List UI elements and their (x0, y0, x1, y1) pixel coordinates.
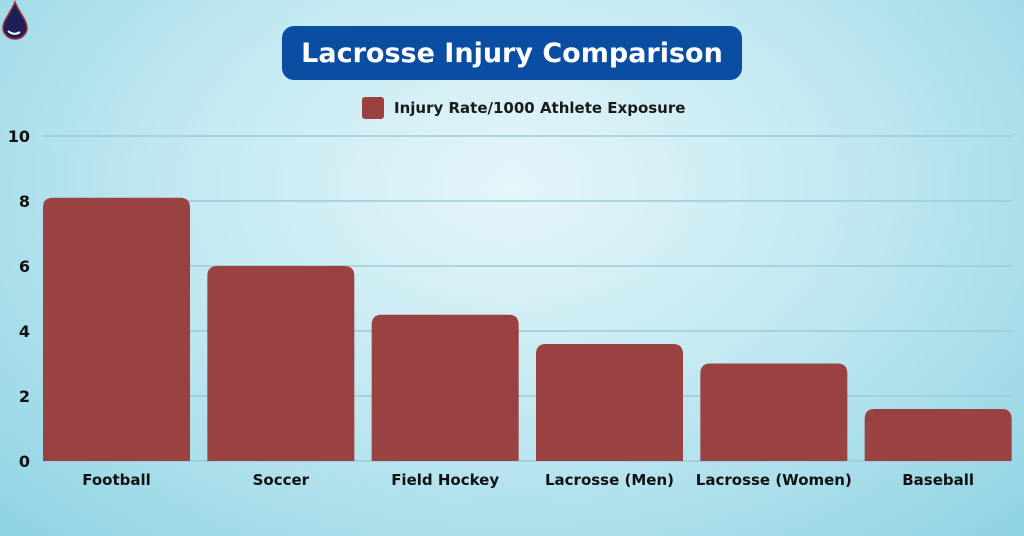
bar (864, 409, 1012, 461)
bar (371, 314, 519, 461)
y-tick-label: 4 (19, 322, 30, 341)
legend-label: Injury Rate/1000 Athlete Exposure (394, 99, 686, 117)
x-tick-label: Soccer (253, 471, 310, 489)
y-tick-label: 6 (19, 257, 30, 276)
bar (207, 266, 355, 461)
droplet-logo-icon (2, 0, 28, 40)
bar (700, 363, 848, 461)
chart-title: Lacrosse Injury Comparison (282, 26, 742, 80)
x-tick-label: Field Hockey (391, 471, 499, 489)
legend-swatch (362, 97, 384, 119)
bar (43, 197, 190, 461)
y-tick-label: 8 (19, 192, 30, 211)
y-tick-label: 10 (8, 127, 30, 146)
y-tick-label: 0 (19, 452, 30, 471)
x-tick-label: Football (82, 471, 151, 489)
x-tick-label: Lacrosse (Women) (696, 471, 852, 489)
x-tick-label: Lacrosse (Men) (545, 471, 674, 489)
x-tick-label: Baseball (902, 471, 974, 489)
bar (536, 344, 683, 461)
y-tick-label: 2 (19, 387, 30, 406)
legend: Injury Rate/1000 Athlete Exposure (362, 97, 685, 119)
